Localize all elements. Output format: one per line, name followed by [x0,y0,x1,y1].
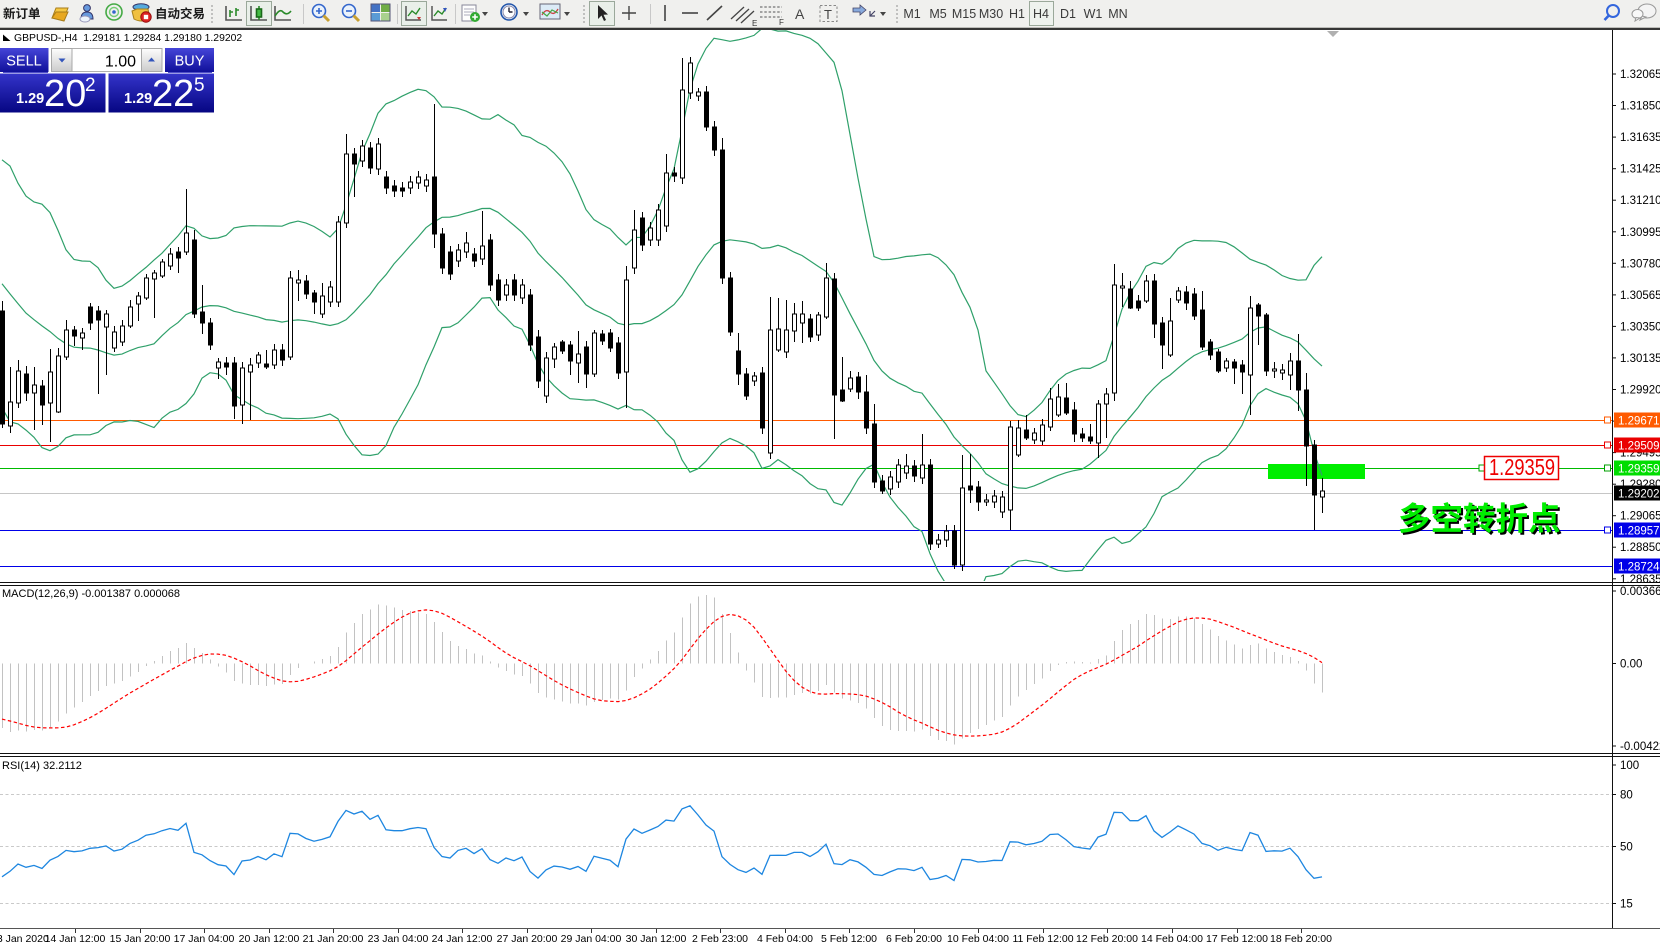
svg-text:1.30780: 1.30780 [1620,258,1660,270]
svg-text:D1: D1 [1060,7,1076,21]
svg-text:-0.00422: -0.00422 [1620,741,1660,753]
svg-text:23 Jan 04:00: 23 Jan 04:00 [368,933,429,945]
svg-text:6 Feb 20:00: 6 Feb 20:00 [886,933,942,945]
svg-text:27 Jan 20:00: 27 Jan 20:00 [497,933,558,945]
svg-text:W1: W1 [1084,7,1103,21]
svg-text:1.29920: 1.29920 [1620,385,1660,397]
svg-text:10 Feb 04:00: 10 Feb 04:00 [947,933,1009,945]
svg-text:1.31425: 1.31425 [1620,164,1660,176]
svg-text:1.29: 1.29 [124,91,152,107]
svg-text:13 Jan 2020: 13 Jan 2020 [0,933,49,945]
svg-text:1.30995: 1.30995 [1620,227,1660,239]
svg-text:2: 2 [85,75,96,96]
svg-text:RSI(14) 32.2112: RSI(14) 32.2112 [2,760,82,772]
svg-text:A: A [795,6,805,22]
svg-text:20 Jan 12:00: 20 Jan 12:00 [239,933,300,945]
svg-text:T: T [824,7,832,22]
svg-text:MACD(12,26,9) -0.001387 0.0000: MACD(12,26,9) -0.001387 0.000068 [2,588,180,600]
svg-text:1.30350: 1.30350 [1620,321,1660,333]
svg-text:M15: M15 [952,7,976,21]
svg-text:MN: MN [1108,7,1127,21]
svg-text:1.29509: 1.29509 [1618,441,1660,453]
svg-text:1.31850: 1.31850 [1620,101,1660,113]
svg-text:17 Feb 12:00: 17 Feb 12:00 [1206,933,1268,945]
svg-text:1.29: 1.29 [16,91,44,107]
svg-text:1.29671: 1.29671 [1618,416,1660,428]
svg-text:100: 100 [1620,760,1639,772]
svg-text:24 Jan 12:00: 24 Jan 12:00 [432,933,493,945]
svg-text:1.29359: 1.29359 [1618,464,1660,476]
svg-text:0.003667: 0.003667 [1620,586,1660,598]
svg-text:1.28957: 1.28957 [1618,526,1660,538]
svg-text:1.00: 1.00 [105,54,136,71]
svg-text:H4: H4 [1033,7,1049,21]
svg-text:4 Feb 04:00: 4 Feb 04:00 [757,933,813,945]
svg-text:BUY: BUY [175,54,205,70]
svg-text:1.31210: 1.31210 [1620,195,1660,207]
svg-text:1.31635: 1.31635 [1620,132,1660,144]
svg-text:1.28635: 1.28635 [1620,574,1660,586]
svg-text:14 Feb 04:00: 14 Feb 04:00 [1141,933,1203,945]
svg-text:1.30565: 1.30565 [1620,290,1660,302]
svg-text:1.29202: 1.29202 [1618,489,1660,501]
svg-text:1.28724: 1.28724 [1618,562,1660,574]
svg-text:50: 50 [1620,842,1633,854]
svg-text:15: 15 [1620,899,1633,911]
svg-text:1.28850: 1.28850 [1620,542,1660,554]
svg-text:29 Jan 04:00: 29 Jan 04:00 [561,933,622,945]
svg-text:M5: M5 [929,7,946,21]
svg-text:2 Feb 23:00: 2 Feb 23:00 [692,933,748,945]
svg-text:M1: M1 [903,7,920,21]
svg-text:1.32065: 1.32065 [1620,69,1660,81]
svg-text:1.30135: 1.30135 [1620,353,1660,365]
svg-text:30 Jan 12:00: 30 Jan 12:00 [626,933,687,945]
svg-text:5: 5 [194,75,205,96]
svg-text:1.29065: 1.29065 [1620,511,1660,523]
svg-text:15 Jan 20:00: 15 Jan 20:00 [110,933,171,945]
svg-text:17 Jan 04:00: 17 Jan 04:00 [174,933,235,945]
svg-text:5 Feb 12:00: 5 Feb 12:00 [821,933,877,945]
svg-text:80: 80 [1620,790,1633,802]
svg-text:22: 22 [152,73,194,115]
svg-text:20: 20 [44,73,86,115]
svg-text:11 Feb 12:00: 11 Feb 12:00 [1012,933,1073,945]
svg-text:F: F [779,18,784,27]
svg-text:E: E [752,19,757,28]
svg-text:1.29359: 1.29359 [1489,454,1555,480]
svg-text:0.00: 0.00 [1620,659,1642,671]
svg-text:21 Jan 20:00: 21 Jan 20:00 [303,933,364,945]
svg-text:12 Feb 20:00: 12 Feb 20:00 [1076,933,1138,945]
svg-text:H1: H1 [1009,7,1025,21]
svg-text:M30: M30 [979,7,1003,21]
svg-text:GBPUSD-,H4 1.29181 1.29284 1.: GBPUSD-,H4 1.29181 1.29284 1.29180 1.292… [14,33,242,44]
svg-text:18 Feb 20:00: 18 Feb 20:00 [1270,933,1332,945]
svg-text:SELL: SELL [6,54,41,70]
svg-text:14 Jan 12:00: 14 Jan 12:00 [45,933,106,945]
